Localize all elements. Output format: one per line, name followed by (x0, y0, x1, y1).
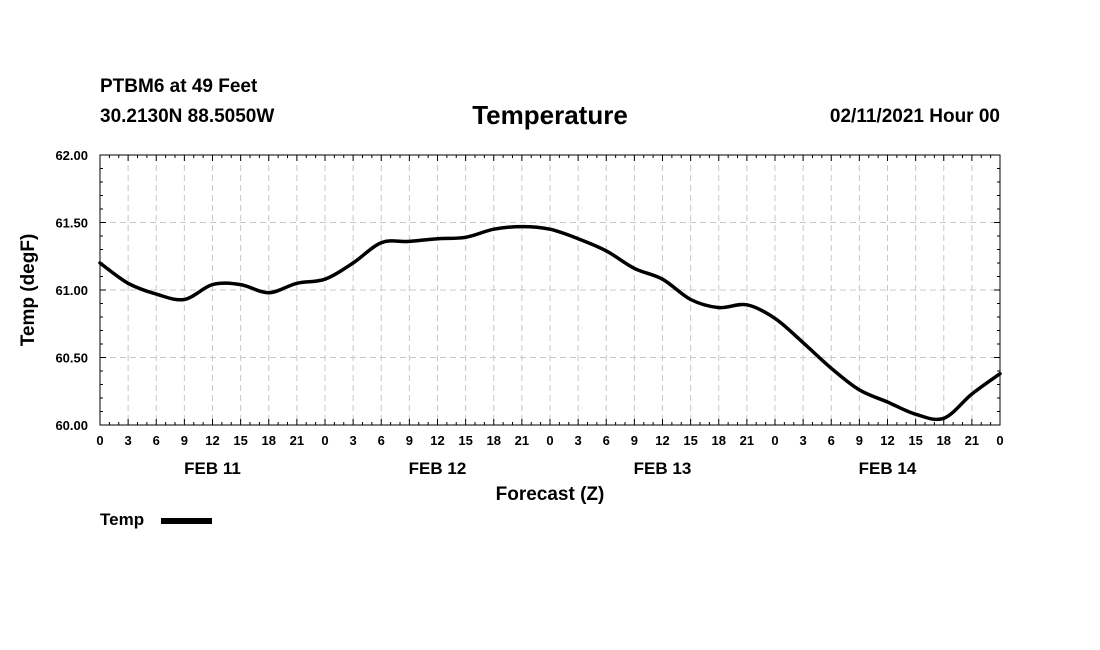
y-tick-label: 61.50 (55, 216, 88, 231)
temp-data-point (267, 291, 270, 294)
x-tick-label: 6 (603, 433, 610, 448)
x-tick-label: 3 (800, 433, 807, 448)
temp-data-point (183, 298, 186, 301)
x-tick-label: 9 (856, 433, 863, 448)
temp-data-point (492, 228, 495, 231)
x-tick-label: 9 (181, 433, 188, 448)
x-tick-label: 9 (406, 433, 413, 448)
x-tick-label: 9 (631, 433, 638, 448)
temp-data-point (886, 401, 889, 404)
temp-data-point (464, 236, 467, 239)
x-tick-label: 3 (350, 433, 357, 448)
temp-data-point (549, 228, 552, 231)
temp-data-point (239, 283, 242, 286)
temp-data-point (211, 283, 214, 286)
day-label: FEB 11 (184, 459, 241, 478)
y-tick-label: 61.00 (55, 283, 88, 298)
legend: Temp (100, 510, 212, 529)
y-tick-label: 60.50 (55, 351, 88, 366)
x-tick-label: 15 (233, 433, 247, 448)
temp-data-point (999, 372, 1002, 375)
x-tick-label: 0 (321, 433, 328, 448)
temp-data-point (324, 278, 327, 281)
plot-frame (99, 154, 1001, 426)
temp-data-point (520, 225, 523, 228)
x-tick-label: 21 (290, 433, 304, 448)
temp-data-point (408, 240, 411, 243)
temp-data-point (745, 303, 748, 306)
x-tick-labels: 0 3 6 9 12 15 18 21 0 3 6 9 12 15 18 21 0 3 6 9 12 15 18 21 0 3 6 9… (96, 433, 1003, 448)
temp-data-point (661, 278, 664, 281)
temp-data-point (380, 241, 383, 244)
x-tick-label: 12 (880, 433, 894, 448)
day-label: FEB 14 (859, 459, 917, 478)
coordinates-label: 30.2130N 88.5050W (100, 106, 275, 127)
temp-data-point (914, 413, 917, 416)
x-axis-title: Forecast (Z) (496, 484, 605, 505)
temp-data-point (970, 392, 973, 395)
temp-data-point (830, 367, 833, 370)
x-tick-label: 3 (125, 433, 132, 448)
temp-data-point (633, 267, 636, 270)
gridlines (100, 155, 1000, 425)
temp-data-point (717, 306, 720, 309)
x-tick-label: 12 (205, 433, 219, 448)
chart-title: Temperature (472, 100, 628, 130)
x-tick-label: 21 (965, 433, 979, 448)
day-labels: FEB 11 FEB 12 FEB 13 FEB 14 (184, 459, 917, 478)
x-tick-label: 21 (515, 433, 529, 448)
x-tick-label: 3 (575, 433, 582, 448)
x-tick-label: 0 (546, 433, 553, 448)
x-tick-label: 18 (262, 433, 276, 448)
temp-data-point (858, 388, 861, 391)
temp-data-point (577, 237, 580, 240)
x-tick-label: 6 (828, 433, 835, 448)
temp-data-point (774, 317, 777, 320)
x-tick-label: 0 (96, 433, 103, 448)
temp-series-line (98, 224, 1002, 422)
x-tick-label: 0 (996, 433, 1003, 448)
day-label: FEB 12 (409, 459, 467, 478)
x-tick-label: 6 (378, 433, 385, 448)
temp-data-point (99, 262, 102, 265)
temp-data-point (942, 417, 945, 420)
x-tick-label: 18 (937, 433, 951, 448)
x-tick-label: 15 (683, 433, 697, 448)
temp-data-point (127, 282, 130, 285)
station-label: PTBM6 at 49 Feet (100, 76, 258, 97)
x-tick-label: 15 (908, 433, 922, 448)
temp-data-point (605, 249, 608, 252)
temp-data-point (802, 341, 805, 344)
temp-data-point (352, 262, 355, 265)
legend-label-temp: Temp (100, 510, 144, 529)
x-tick-label: 18 (712, 433, 726, 448)
day-label: FEB 13 (634, 459, 692, 478)
temp-data-point (689, 298, 692, 301)
x-tick-label: 15 (458, 433, 472, 448)
temp-data-point (436, 237, 439, 240)
temp-data-point (295, 282, 298, 285)
x-tick-label: 18 (487, 433, 501, 448)
y-tick-labels: 60.00 60.50 61.00 61.50 62.00 (55, 148, 88, 433)
x-tick-label: 6 (153, 433, 160, 448)
y-axis-title: Temp (degF) (18, 234, 39, 347)
x-tick-label: 12 (430, 433, 444, 448)
y-tick-label: 62.00 (55, 148, 88, 163)
datetime-label: 02/11/2021 Hour 00 (829, 106, 1000, 127)
x-tick-label: 21 (740, 433, 754, 448)
temp-data-point (155, 293, 158, 296)
x-tick-label: 12 (655, 433, 669, 448)
x-tick-label: 0 (771, 433, 778, 448)
y-tick-label: 60.00 (55, 418, 88, 433)
